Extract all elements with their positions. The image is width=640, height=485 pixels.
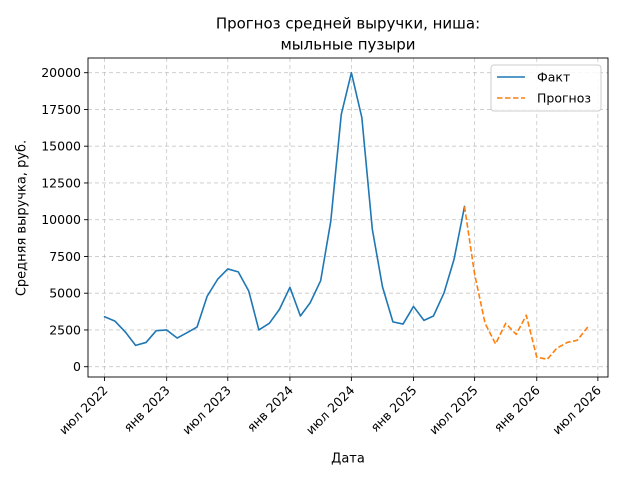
grid: [88, 58, 608, 377]
legend-label-forecast: Прогноз: [537, 91, 591, 106]
y-tick-label: 15000: [41, 139, 81, 154]
legend-label-fact: Факт: [537, 70, 570, 85]
legend: Факт Прогноз: [490, 64, 602, 112]
y-tick-label: 20000: [41, 65, 81, 80]
x-axis-label: Дата: [331, 452, 365, 467]
series-line-forecast: [463, 206, 589, 361]
series-line-fact: [103, 71, 466, 347]
y-tick-label: 7500: [49, 249, 81, 264]
chart-title-line-1: Прогноз средней выручки, ниша:: [216, 15, 480, 33]
plot-frame: [87, 57, 609, 378]
y-tick-label: 17500: [41, 102, 81, 117]
y-tick-label: 5000: [49, 286, 81, 301]
chart-title-line-2: мыльные пузыри: [280, 36, 415, 54]
y-tick-label: 10000: [41, 212, 81, 227]
y-tick-label: 2500: [49, 322, 81, 337]
y-axis-ticks: 0 2500 5000 7500 10000 12500 15000 17500 20000: [41, 65, 88, 374]
series-lines: [103, 71, 589, 361]
y-tick-label: 12500: [41, 175, 81, 190]
y-tick-label: 0: [73, 359, 81, 374]
y-axis-label: Средняя выручка, руб.: [15, 140, 30, 296]
